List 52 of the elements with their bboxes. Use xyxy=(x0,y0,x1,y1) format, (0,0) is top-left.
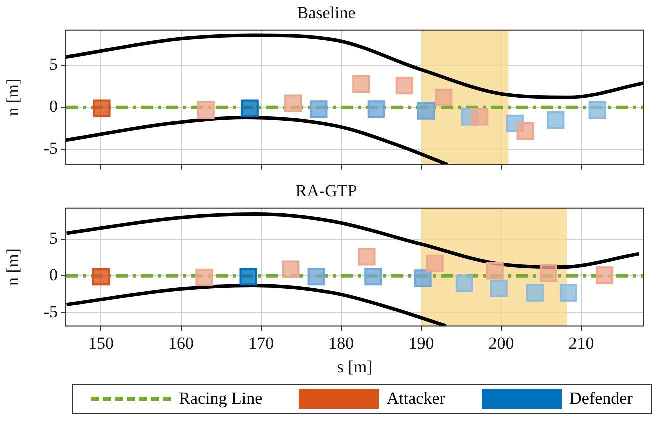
point xyxy=(93,100,111,118)
x-axis-title: s [m] xyxy=(337,357,373,376)
x-tick-label: 200 xyxy=(488,334,514,353)
point xyxy=(456,274,474,292)
point xyxy=(540,264,558,282)
y-axis-title: n [m] xyxy=(4,78,23,116)
point xyxy=(196,268,214,286)
point xyxy=(560,284,578,302)
point xyxy=(471,108,489,126)
y-tick-label: 5 xyxy=(50,55,58,74)
line-series xyxy=(66,34,644,100)
x-tick-label: 150 xyxy=(88,334,114,353)
point xyxy=(547,112,565,130)
y-axis-title: n [m] xyxy=(4,248,23,286)
point xyxy=(308,268,326,286)
legend-label: Racing Line xyxy=(179,389,263,409)
point xyxy=(310,100,328,118)
x-tick-label: 210 xyxy=(568,334,594,353)
point xyxy=(284,94,302,112)
point xyxy=(364,268,382,286)
chart-title: RA-GTP xyxy=(296,182,358,201)
y-tick-label: 0 xyxy=(50,97,58,116)
point xyxy=(358,248,376,266)
point xyxy=(240,268,258,286)
y-tick-label: -5 xyxy=(44,302,58,322)
x-tick-label: 170 xyxy=(248,334,274,353)
y-tick-label: 5 xyxy=(50,228,58,248)
point xyxy=(490,280,508,298)
point xyxy=(486,262,504,280)
point xyxy=(516,122,534,140)
point xyxy=(368,100,386,118)
point xyxy=(352,75,370,93)
x-tick-label: 190 xyxy=(408,334,434,353)
point xyxy=(92,268,110,286)
legend-label: Attacker xyxy=(386,389,446,409)
point xyxy=(396,77,414,95)
point xyxy=(435,88,453,106)
x-tick-label: 160 xyxy=(168,334,194,353)
chart-title: Baseline xyxy=(297,4,356,23)
point xyxy=(282,260,300,278)
point xyxy=(526,284,544,302)
point xyxy=(417,102,436,120)
y-tick-label: -5 xyxy=(44,139,58,158)
y-tick-label: 0 xyxy=(50,266,58,285)
point xyxy=(241,100,259,118)
point xyxy=(197,101,215,119)
x-tick-label: 180 xyxy=(328,334,354,353)
legend-label: Defender xyxy=(570,389,633,409)
point xyxy=(588,101,606,119)
point xyxy=(596,266,614,284)
point xyxy=(414,270,432,288)
point xyxy=(426,254,444,272)
